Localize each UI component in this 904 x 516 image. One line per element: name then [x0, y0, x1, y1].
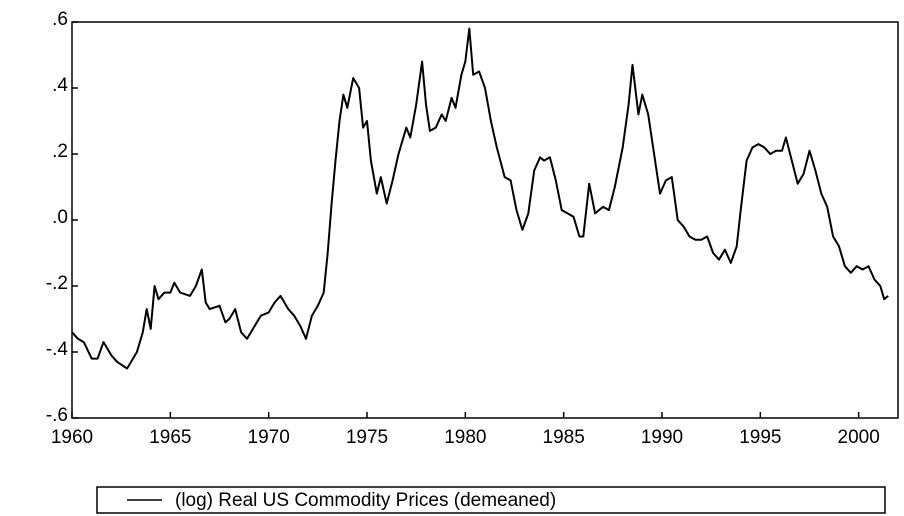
series-line	[71, 27, 889, 370]
y-tick-label: .6	[52, 9, 68, 30]
x-tick-label: 1980	[444, 427, 486, 448]
y-tick-label: .0	[52, 207, 68, 228]
legend-label: (log) Real US Commodity Prices (demeaned…	[175, 490, 556, 511]
y-tick-label: .2	[52, 141, 68, 162]
x-tick-label: 1995	[739, 427, 781, 448]
x-tick-label: 1990	[641, 427, 683, 448]
y-tick-label: -.6	[46, 405, 68, 426]
x-tick-label: 1985	[543, 427, 585, 448]
plot-frame	[71, 21, 899, 419]
x-tick-label: 1970	[248, 427, 290, 448]
y-tick-label: .4	[52, 75, 68, 96]
x-tick-label: 1960	[51, 427, 93, 448]
x-tick-label: 1965	[149, 427, 191, 448]
x-tick-label: 1975	[346, 427, 388, 448]
x-tick-label: 2000	[838, 427, 880, 448]
legend-box	[96, 486, 886, 514]
y-tick-label: -.2	[46, 273, 68, 294]
y-tick-label: -.4	[46, 339, 69, 360]
